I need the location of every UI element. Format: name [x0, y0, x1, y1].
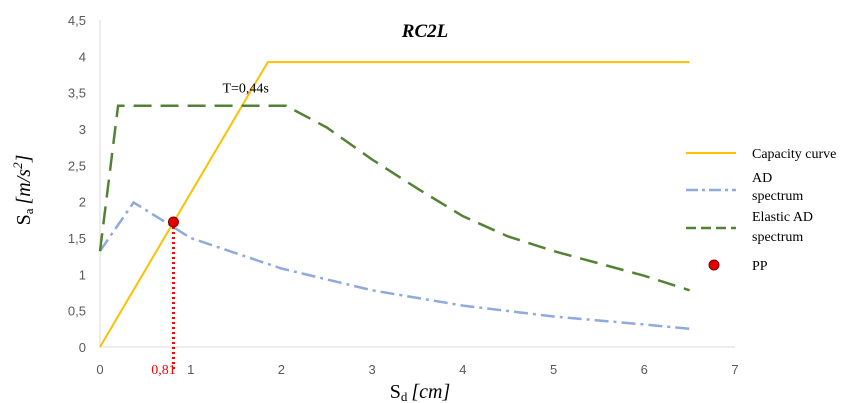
y-axis-label-sub: a — [21, 208, 36, 214]
x-tick-label: 6 — [641, 362, 648, 377]
legend-label: Elastic AD — [752, 210, 813, 225]
period-annotation: T=0,44s — [222, 82, 268, 97]
x-axis-label-unit: [cm] — [411, 381, 450, 403]
x-axis-label: Sd [cm] — [390, 381, 451, 403]
legend-label: PP — [752, 259, 768, 274]
x-axis-label-sub: d — [401, 389, 408, 403]
y-tick-label: 3,5 — [68, 86, 86, 101]
y-tick-label: 2,5 — [68, 158, 86, 173]
series-line-elastic-ad-spectrum — [98, 104, 690, 292]
y-axis-label: Sa [m/s2] — [10, 155, 36, 226]
x-tick-label: 2 — [278, 362, 285, 377]
x-tick-label: 5 — [550, 362, 557, 377]
y-tick-label: 1 — [79, 267, 86, 282]
pp-x-value-label: 0,81 — [151, 363, 176, 378]
y-tick-label: 0 — [79, 340, 86, 355]
legend: Capacity curve AD spectrum Elastic AD spectr… — [686, 147, 836, 274]
y-axis-label-unit: [m/s — [13, 169, 35, 205]
y-axis-label-unit-end: ] — [13, 155, 35, 164]
y-tick-label: 4 — [79, 49, 86, 64]
legend-label: spectrum — [752, 230, 803, 245]
x-tick-label: 7 — [731, 362, 738, 377]
legend-label: Capacity curve — [752, 147, 836, 162]
y-tick-label: 1,5 — [68, 231, 86, 246]
series-layer — [98, 61, 690, 348]
y-tick-label: 3 — [79, 122, 86, 137]
x-tick-label: 4 — [459, 362, 466, 377]
x-tick-label: 1 — [187, 362, 194, 377]
series-line-ad-spectrum — [98, 200, 690, 331]
y-tick-labels: 0 0,5 1 1,5 2 2,5 3 3,5 4 4,5 — [68, 13, 86, 355]
legend-swatch — [708, 259, 720, 271]
y-tick-label: 2 — [79, 195, 86, 210]
legend-label: spectrum — [752, 189, 803, 204]
y-tick-label: 0,5 — [68, 304, 86, 319]
pp-marker — [167, 216, 179, 228]
y-axis-label-sup: 2 — [10, 162, 25, 169]
x-tick-label: 3 — [369, 362, 376, 377]
series-line-capacity-curve — [99, 61, 690, 348]
x-tick-label: 0 — [96, 362, 103, 377]
x-axis-label-main: S — [390, 381, 401, 403]
legend-label: AD — [752, 171, 772, 186]
y-axis-label-main: S — [13, 214, 35, 225]
chart-title: RC2L — [401, 21, 448, 42]
y-tick-label: 4,5 — [68, 13, 86, 28]
x-tick-labels: 0 1 2 3 4 5 6 7 — [96, 362, 738, 377]
